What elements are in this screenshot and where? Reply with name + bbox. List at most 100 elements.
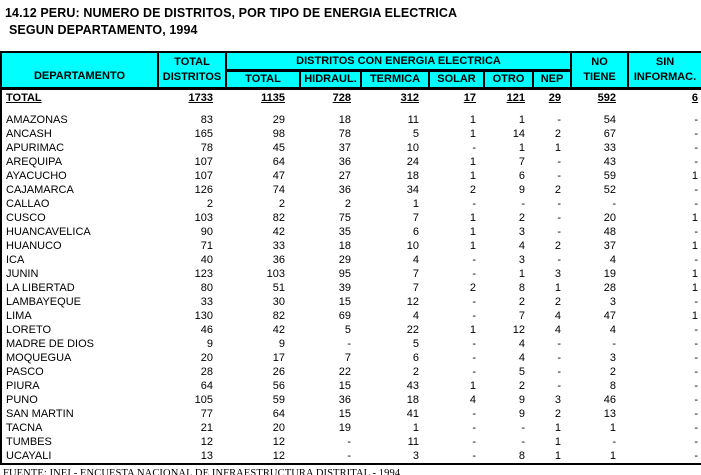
value-cell: 103 [194,212,213,224]
value-cell: 82 [272,310,285,322]
value-cell: - [694,408,699,420]
value-cell: 19 [603,268,617,280]
value-cell: 2 [469,184,476,196]
value-cell: 1 [554,142,562,154]
value-cell: 95 [338,268,351,280]
value-cell: 47 [603,310,617,322]
department-cell: CAJAMARCA [6,184,74,196]
value-cell: 4 [518,352,525,364]
value-cell: 64 [200,380,213,392]
value-cell: 37 [338,142,351,154]
col-header-nep: NEP [531,69,573,90]
col-header-departamento: DEPARTAMENTO [0,51,159,90]
total-value-cell: 1733 [188,92,213,104]
value-cell: - [472,310,476,322]
value-cell: 2 [518,296,525,308]
value-cell: 21 [200,422,213,434]
value-cell: 2 [206,198,213,210]
value-cell: 4 [412,254,419,266]
value-cell: 1 [554,436,562,448]
value-cell: 12 [512,324,525,336]
value-cell: 2 [609,366,617,378]
value-cell: 77 [200,408,213,420]
value-cell: - [472,198,476,210]
value-cell: - [694,450,699,462]
value-cell: - [694,380,699,392]
value-cell: 1 [412,422,419,434]
value-cell: 1 [469,212,476,224]
value-cell: 28 [200,366,213,378]
value-cell: - [521,198,525,210]
value-cell: 4 [609,254,617,266]
value-cell: 4 [554,310,562,322]
value-cell: - [694,184,699,196]
value-cell: - [472,338,476,350]
value-cell: - [694,324,699,336]
table-row: LIMA 130 82 69 4 - 7 4 47 1 [1,309,701,323]
value-cell: - [694,352,699,364]
value-cell: 78 [200,142,213,154]
value-cell: 6 [518,170,525,182]
table-row: HUANUCO 71 33 18 10 1 4 2 37 1 [1,239,701,253]
table-row: AMAZONAS 83 29 18 11 1 1-54- [1,113,701,127]
value-cell: 33 [272,240,285,252]
value-cell: - [472,352,476,364]
value-cell: 1 [469,114,476,126]
department-cell: AMAZONAS [6,114,68,126]
value-cell: 2 [554,240,562,252]
table-row: APURIMAC 78 45 37 10 - 1 1 33 - [1,141,701,155]
value-cell: 64 [272,156,285,168]
value-cell: 90 [200,226,213,238]
value-cell: 20 [603,212,617,224]
value-cell: 15 [338,380,351,392]
department-cell: ANCASH [6,128,52,140]
department-cell: JUNIN [6,268,39,280]
value-cell: 3 [554,268,562,280]
total-value-cell: 592 [597,92,617,104]
value-cell: - [694,128,699,140]
table-row: UCAYALI 13 12 - 3 - 8 1 1 - [1,449,701,464]
value-cell: 3 [518,226,525,238]
value-cell: 3 [609,296,617,308]
value-cell: - [694,142,699,154]
department-cell: MOQUEGUA [6,352,72,364]
col-header-total-distritos-line2: DISTRITOS [162,71,222,83]
value-cell: 7 [412,212,419,224]
value-cell: 1 [518,268,525,280]
value-cell: 10 [406,142,419,154]
value-cell: 36 [338,394,351,406]
value-cell: 1 [554,450,562,462]
total-value-cell: 312 [400,92,419,104]
value-cell: 9 [518,184,525,196]
total-row-label: TOTAL [6,92,42,104]
value-cell: - [557,226,562,238]
value-cell: 6 [412,226,419,238]
value-cell: - [557,156,562,168]
value-cell: 1 [609,450,617,462]
value-cell: 3 [412,450,419,462]
department-cell: LORETO [6,324,52,336]
value-cell: 41 [406,408,419,420]
value-cell: - [472,268,476,280]
department-cell: LAMBAYEQUE [6,296,81,308]
table-row: AREQUIPA 107 64 36 24 1 7 - 43 - [1,155,701,169]
table-row: CAJAMARCA 126 74 36 34 2 9 2 52 - [1,183,701,197]
department-cell: LIMA [6,310,32,322]
value-cell: - [557,198,562,210]
value-cell: 42 [272,226,285,238]
table-row: LA LIBERTAD 80 51 39 7 2 8 1 28 1 [1,281,701,295]
table-row: ANCASH 165 98 78 5 1 14 2 67 - [1,127,701,141]
value-cell: 2 [469,282,476,294]
department-cell: MADRE DE DIOS [6,338,95,350]
value-cell: 7 [518,310,525,322]
table-row: PASCO 28 26 22 2-5-2- [1,365,701,379]
value-cell: 34 [406,184,419,196]
value-cell: 29 [272,114,285,126]
value-cell: 36 [272,254,285,266]
value-cell: 36 [338,184,351,196]
value-cell: 105 [194,394,213,406]
value-cell: 18 [338,240,351,252]
value-cell: 35 [338,226,351,238]
value-cell: 75 [338,212,351,224]
value-cell: 5 [344,324,351,336]
